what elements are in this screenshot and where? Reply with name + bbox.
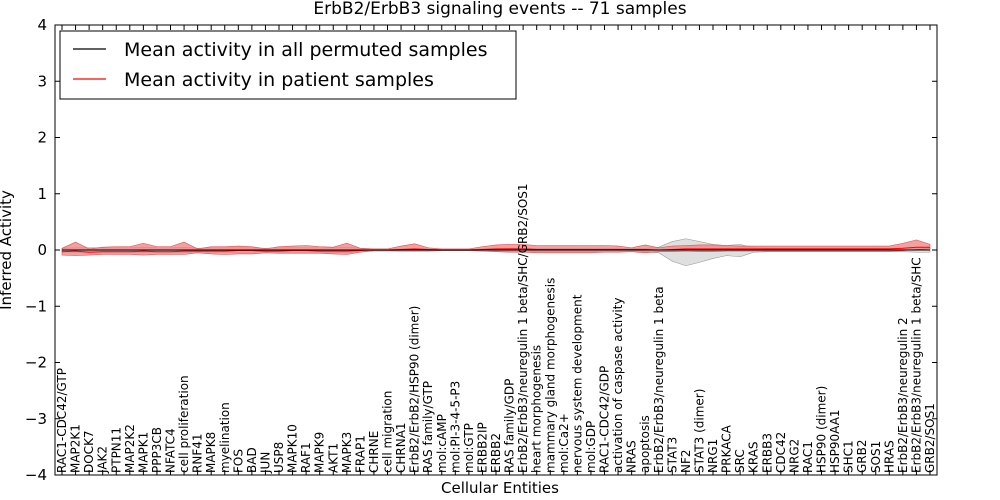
y-tick-label: −1 bbox=[25, 297, 47, 315]
category-label: ErbB2/ErbB2/HSP90 (dimer) bbox=[408, 306, 422, 473]
category-label: mammary gland morphogenesis bbox=[543, 278, 557, 473]
category-label: SOS1 bbox=[869, 441, 883, 473]
legend-label-permuted: Mean activity in all permuted samples bbox=[124, 39, 487, 61]
category-label: ERBB2IP bbox=[475, 422, 489, 473]
legend: Mean activity in all permuted samples Me… bbox=[59, 30, 517, 100]
category-label: NRG1 bbox=[706, 439, 720, 473]
category-label: MAP2K1 bbox=[69, 424, 83, 473]
category-label: AKT1 bbox=[326, 443, 340, 473]
category-label: cell proliferation bbox=[177, 375, 191, 473]
category-label: MAPK1 bbox=[136, 432, 150, 473]
y-tick-label: −2 bbox=[25, 354, 47, 372]
category-label: FOS bbox=[231, 449, 245, 473]
category-label: mol:GDP bbox=[584, 421, 598, 473]
category-label: mol:PI-3-4-5-P3 bbox=[448, 381, 462, 473]
category-label: FRAP1 bbox=[353, 435, 367, 473]
legend-label-patient: Mean activity in patient samples bbox=[124, 69, 434, 91]
category-label: PTPN11 bbox=[109, 427, 123, 473]
category-label: HSP90 (dimer) bbox=[815, 386, 829, 473]
category-label: MAPK3 bbox=[340, 432, 354, 473]
y-tick-label: 1 bbox=[37, 185, 47, 203]
category-label: GRB2 bbox=[855, 439, 869, 473]
category-label: MAPK8 bbox=[204, 432, 218, 473]
category-label: RAC1-CDC42/GTP bbox=[55, 368, 69, 473]
category-label: mol:GTP bbox=[462, 423, 476, 473]
y-tick-label: 2 bbox=[37, 129, 47, 147]
category-label: PRKACA bbox=[720, 424, 734, 473]
category-label: GRB2/SOS1 bbox=[923, 403, 937, 473]
category-label: HSP90AA1 bbox=[828, 409, 842, 473]
category-label: JAK2 bbox=[96, 446, 110, 474]
category-label: NRG2 bbox=[787, 439, 801, 473]
category-label: MAP2K2 bbox=[123, 424, 137, 473]
y-axis-title: Inferred Activity bbox=[0, 190, 15, 310]
category-label: NF2 bbox=[679, 449, 693, 473]
y-tick-label: 0 bbox=[37, 241, 47, 259]
category-label: MAPK10 bbox=[286, 424, 300, 473]
category-label: RAS family/GTP bbox=[421, 381, 435, 473]
category-label: MAPK9 bbox=[313, 432, 327, 473]
category-label: RAC1-CDC42/GDP bbox=[598, 366, 612, 473]
category-label: ERBB3 bbox=[760, 433, 774, 473]
patient-series-line bbox=[61, 246, 930, 253]
category-label: apoptosis bbox=[638, 415, 652, 473]
y-tick-label: −3 bbox=[25, 410, 47, 428]
category-label: JUN bbox=[258, 452, 272, 474]
chart-title: ErbB2/ErbB3 signaling events -- 71 sampl… bbox=[313, 0, 686, 19]
category-label: HRAS bbox=[882, 440, 896, 473]
y-tick-label: −4 bbox=[25, 466, 47, 484]
category-label: USP8 bbox=[272, 442, 286, 473]
category-label: CDC42 bbox=[774, 432, 788, 473]
category-label: KRAS bbox=[747, 441, 761, 473]
category-label: cell migration bbox=[381, 391, 395, 473]
category-label: RAS family/GDP bbox=[503, 379, 517, 473]
category-label: STAT3 (dimer) bbox=[692, 389, 706, 473]
category-label: ErbB2/ErbB3/neuregulin 2 bbox=[896, 317, 910, 473]
category-label: CHRNE bbox=[367, 431, 381, 473]
y-tick-label: 4 bbox=[37, 16, 47, 34]
category-label: SRC bbox=[733, 449, 747, 473]
category-label: NFATC4 bbox=[164, 428, 178, 473]
category-label: ErbB2/ErbB3/neuregulin 1 beta/SHC/GRB2/S… bbox=[516, 183, 530, 473]
category-label: STAT3 bbox=[665, 437, 679, 473]
category-label: ErbB2/ErbB3/neuregulin 1 beta/SHC bbox=[909, 257, 923, 473]
category-label: nervous system development bbox=[570, 294, 584, 473]
y-tick-label: 3 bbox=[37, 72, 47, 90]
category-label: NRAS bbox=[625, 440, 639, 473]
category-label: mol:cAMP bbox=[435, 414, 449, 473]
category-label: CHRNA1 bbox=[394, 422, 408, 473]
category-label: activation of caspase activity bbox=[611, 298, 625, 473]
category-label: PPP3CB bbox=[150, 427, 164, 473]
category-label: DOCK7 bbox=[82, 430, 96, 473]
category-label: BAD bbox=[245, 447, 259, 473]
x-axis-title: Cellular Entities bbox=[441, 479, 559, 497]
category-label: mol:Ca2+ bbox=[557, 413, 571, 473]
category-label: heart morphogenesis bbox=[530, 345, 544, 473]
category-label: myelination bbox=[218, 402, 232, 473]
category-label: RAF1 bbox=[299, 442, 313, 473]
patient-band bbox=[61, 239, 931, 256]
legend-box bbox=[59, 30, 517, 100]
category-label: ERBB2 bbox=[489, 433, 503, 473]
category-label: ErbB2/ErbB3/neuregulin 1 beta bbox=[652, 286, 666, 473]
category-label: SHC1 bbox=[842, 440, 856, 473]
category-label: RAC1 bbox=[801, 441, 815, 473]
category-label: RNF41 bbox=[191, 434, 205, 474]
